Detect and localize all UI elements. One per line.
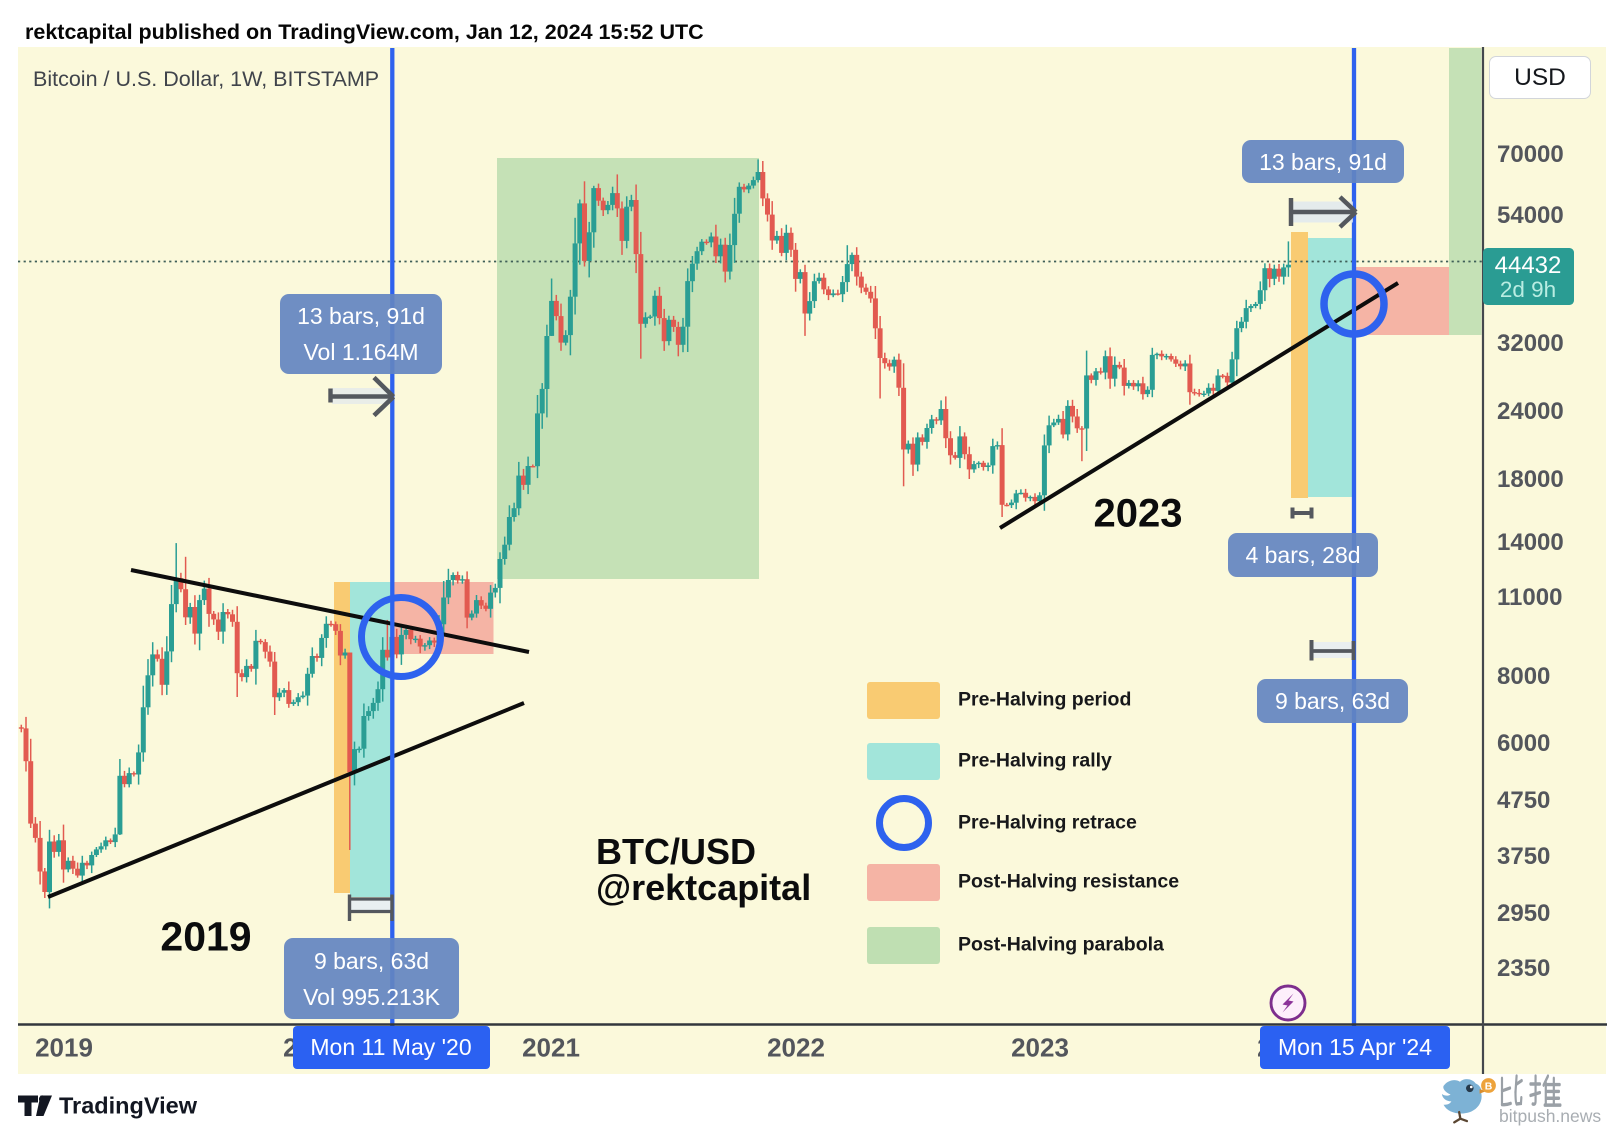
svg-text:bitpush.news: bitpush.news — [1499, 1106, 1601, 1126]
svg-text:B: B — [1485, 1081, 1493, 1093]
